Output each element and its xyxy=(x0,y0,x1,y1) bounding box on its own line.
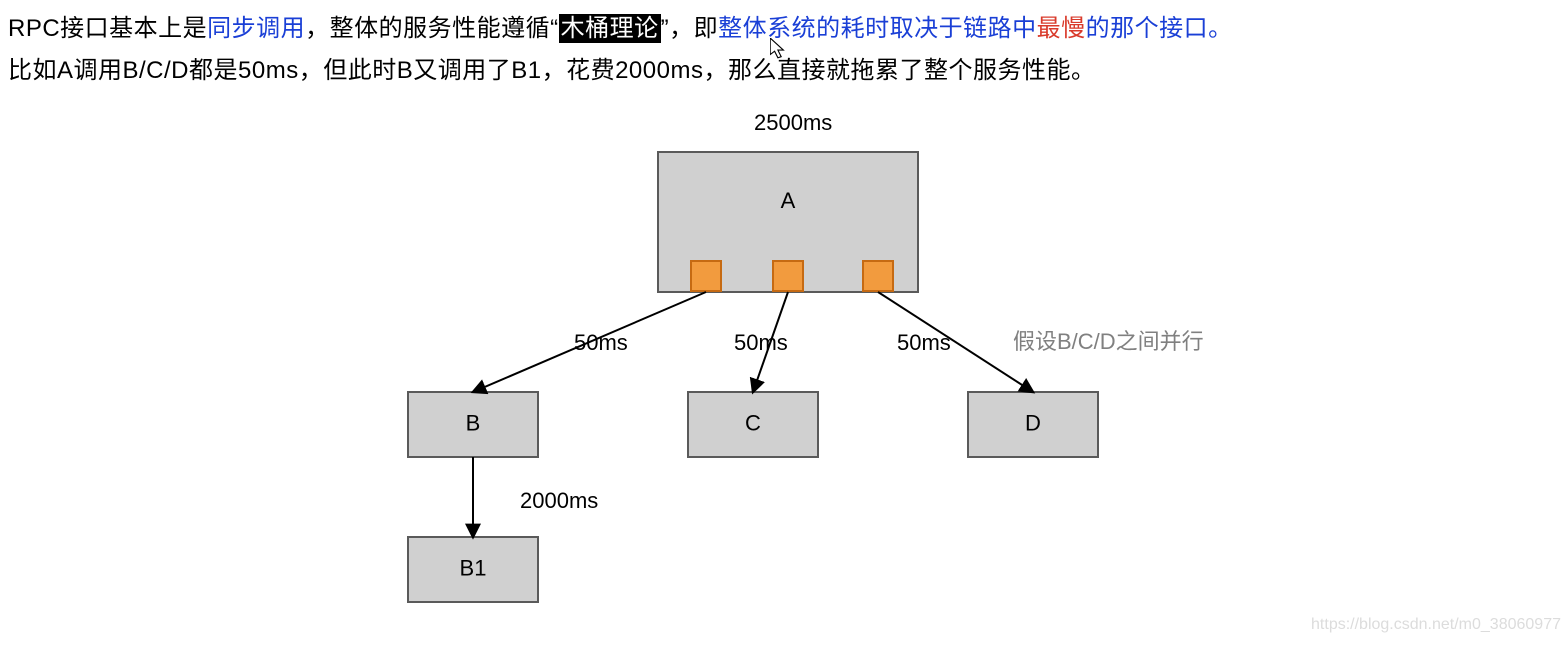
text-span: ，整体的服务性能遵循“ xyxy=(305,15,559,42)
paragraph-line2: 比如A调用B/C/D都是50ms，但此时B又调用了B1，花费2000ms，那么直… xyxy=(8,57,1095,84)
node-label-D: D xyxy=(1025,410,1041,435)
top-latency-label: 2500ms xyxy=(754,110,832,136)
parallel-note: 假设B/C/D之间并行 xyxy=(1013,324,1204,356)
edge-label-3: 2000ms xyxy=(520,488,598,514)
text-span: 木桶理论 xyxy=(559,14,661,43)
port-2 xyxy=(863,261,893,291)
text-span: 同步调用 xyxy=(207,15,305,42)
node-label-B1: B1 xyxy=(460,555,487,580)
edge-label-0: 50ms xyxy=(574,330,628,356)
text-span: 整体系统的耗时取决于链路中 xyxy=(718,15,1037,42)
paragraph: RPC接口基本上是同步调用，整体的服务性能遵循“木桶理论”，即整体系统的耗时取决… xyxy=(8,8,1565,92)
text-span: 最慢 xyxy=(1037,15,1086,42)
rpc-diagram: A B C D B1 2500ms 假设B/C/D之间并行 50ms 50ms 50ms 20… xyxy=(8,92,1565,632)
paragraph-line1: RPC接口基本上是同步调用，整体的服务性能遵循“木桶理论”，即整体系统的耗时取决… xyxy=(8,14,1233,43)
text-span: 的那个接口。 xyxy=(1086,15,1233,42)
node-label-C: C xyxy=(745,410,761,435)
port-1 xyxy=(773,261,803,291)
diagram-svg: A B C D B1 xyxy=(8,92,1565,632)
edge-label-2: 50ms xyxy=(897,330,951,356)
node-label-B: B xyxy=(466,410,481,435)
watermark: https://blog.csdn.net/m0_38060977 xyxy=(1311,616,1561,634)
text-span: RPC接口基本上是 xyxy=(8,15,207,42)
edge-label-1: 50ms xyxy=(734,330,788,356)
port-0 xyxy=(691,261,721,291)
node-label-A: A xyxy=(781,188,796,213)
text-span: ”，即 xyxy=(661,15,719,42)
